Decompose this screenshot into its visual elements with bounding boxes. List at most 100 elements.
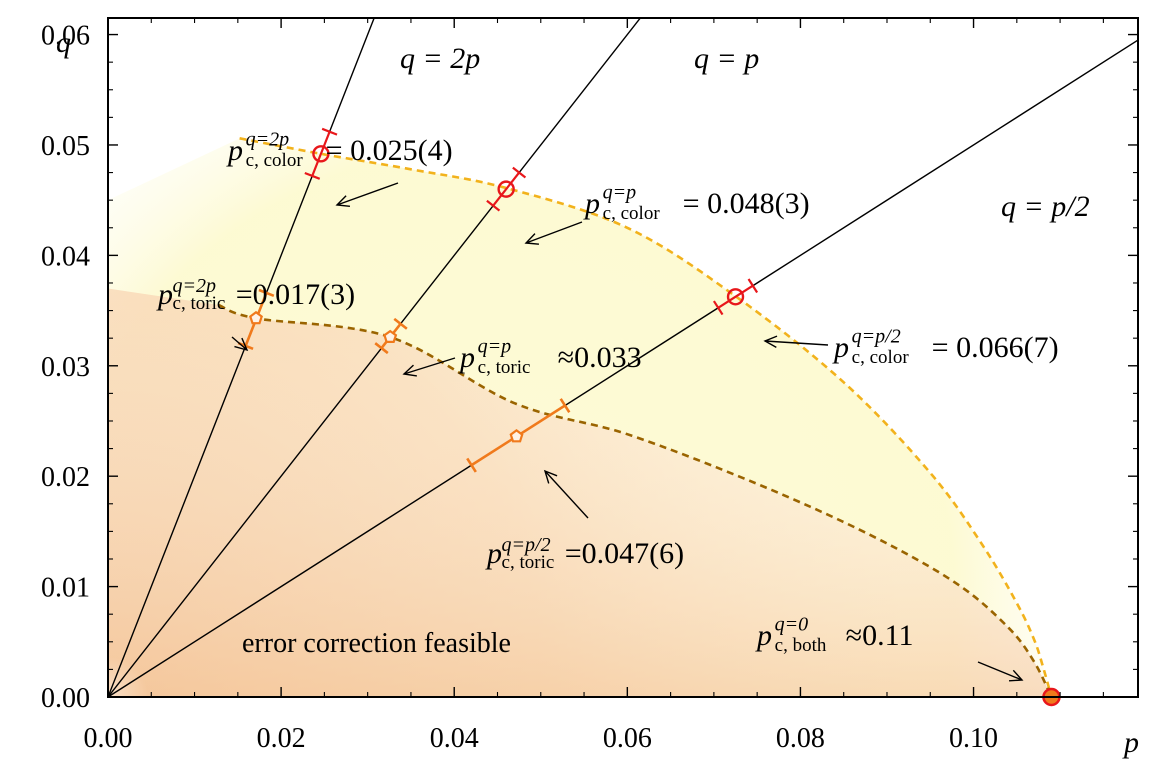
threshold-value: = 0.066(7) [932,331,1059,364]
threshold-superscript: q=0 [775,614,809,636]
ray-line-2 [108,39,1138,697]
ray-labels: q = 2p q = p q = p/2 [400,42,1090,223]
error-cap-1-0 [486,199,501,212]
y-axis-title: q [56,26,71,59]
arrow-head-2 [763,335,778,348]
error-cap-0-0 [304,171,321,180]
annotation-arrows [231,182,1024,682]
y-tick-label: 0.04 [41,241,90,272]
toric-feasible-shading [108,288,1052,697]
threshold-superscript: q=p/2 [852,326,901,348]
threshold-superscript: q=2p [173,275,217,297]
x-tick-label: 0.00 [84,723,133,754]
arrow-shaft-2 [764,340,829,346]
x-tick-label: 0.04 [430,723,479,754]
threshold-curves [218,137,1053,697]
ratio-lines [108,18,1138,697]
threshold-value: =0.047(6) [565,537,684,570]
arrow-head-0 [335,195,351,208]
ray-label-0: q = 2p [400,42,480,75]
threshold-label-4: p q=pc, toric ≈0.033 [458,336,642,378]
y-tick-label: 0.00 [41,683,90,714]
error-cap-2-0 [712,300,724,316]
threshold-symbol: p [156,278,173,311]
arrow-head-4 [402,364,417,377]
x-tick-label: 0.02 [257,723,306,754]
error-bar-2 [717,284,754,309]
threshold-subscript: c, toric [502,552,555,573]
threshold-label-1: p q=pc, color = 0.048(3) [583,182,810,224]
y-tick-label: 0.01 [41,573,90,604]
threshold-marker-0 [312,145,330,163]
threshold-label-6: p q=0c, both ≈0.11 [755,614,914,656]
arrow-shaft-1 [525,221,583,244]
error-cap-5-1 [559,398,571,413]
error-cap-1-1 [512,166,527,179]
error-cap-4-1 [393,317,408,330]
plot-frame [107,17,1139,698]
threshold-subscript: c, color [852,347,910,368]
feasible-region-label: error correction feasible [242,628,511,659]
ray-line-0 [108,18,375,697]
threshold-subscript: c, toric [478,357,531,378]
threshold-marker-5 [509,429,524,443]
arrow-head-6 [1008,669,1024,682]
ray-label-1: q = p [694,42,759,75]
threshold-label-0: p q=2pc, color = 0.025(4) [226,129,453,171]
error-cap-0-1 [321,127,338,136]
x-tick-label: 0.06 [603,723,652,754]
ray-label-2: q = p/2 [1001,190,1090,223]
ray-line-1 [108,18,642,697]
x-tick-label: 0.10 [949,723,998,754]
error-cap-4-0 [374,342,389,355]
threshold-value: ≈0.11 [846,619,914,652]
threshold-value: = 0.025(4) [326,134,453,167]
threshold-superscript: q=2p [246,129,290,151]
arrow-head-5 [543,469,558,484]
threshold-value: ≈0.033 [558,341,642,374]
threshold-superscript: q=p [478,336,512,358]
threshold-marker-3 [249,310,263,325]
threshold-marker-2 [726,288,745,306]
x-axis-title: p [1122,726,1139,759]
y-tick-label: 0.05 [41,131,90,162]
arrow-shaft-0 [336,182,399,206]
threshold-superscript: q=p/2 [502,534,551,556]
error-bar-0 [311,131,331,177]
x-tick-label: 0.08 [776,723,825,754]
error-cap-5-0 [466,457,477,473]
threshold-labels: p q=2pc, color = 0.025(4)p q=pc, color = 0… [156,129,1059,656]
y-tick-label: 0.02 [41,462,90,493]
threshold-symbol: p [226,134,243,167]
threshold-label-3: p q=2pc, toric =0.017(3) [156,275,355,314]
threshold-symbol: p [458,341,475,374]
threshold-value: =0.017(3) [236,278,355,311]
threshold-subscript: c, both [775,635,827,656]
threshold-label-2: p q=p/2c, color = 0.066(7) [832,326,1059,368]
tick-labels: 0.00 0.02 0.04 0.06 0.08 0.10 0.00 0.01 0.02 0.03… [41,21,998,754]
y-tick-label: 0.06 [41,21,90,52]
threshold-symbol: p [583,187,600,220]
threshold-symbol: p [832,331,849,364]
y-tick-label: 0.03 [41,352,90,383]
threshold-superscript: q=p [603,182,637,204]
error-bar-1 [492,171,521,207]
threshold-symbol: p [485,537,502,570]
threshold-marker-4 [383,329,398,343]
feasible-regions [108,138,1052,697]
color-threshold-curve [239,137,1053,697]
error-cap-2-1 [747,278,759,294]
threshold-subscript: c, toric [173,293,226,314]
arrow-shaft-3 [231,336,248,351]
arrow-shaft-4 [403,357,456,375]
arrow-shaft-5 [544,470,589,519]
arrow-head-1 [524,233,540,245]
threshold-value: = 0.048(3) [683,187,810,220]
error-cap-3-1 [258,288,275,298]
threshold-subscript: c, color [603,203,661,224]
threshold-symbol: p [755,619,772,652]
threshold-marker-1 [497,180,515,198]
arrow-head-3 [234,337,249,352]
axis-ticks [107,18,1138,698]
